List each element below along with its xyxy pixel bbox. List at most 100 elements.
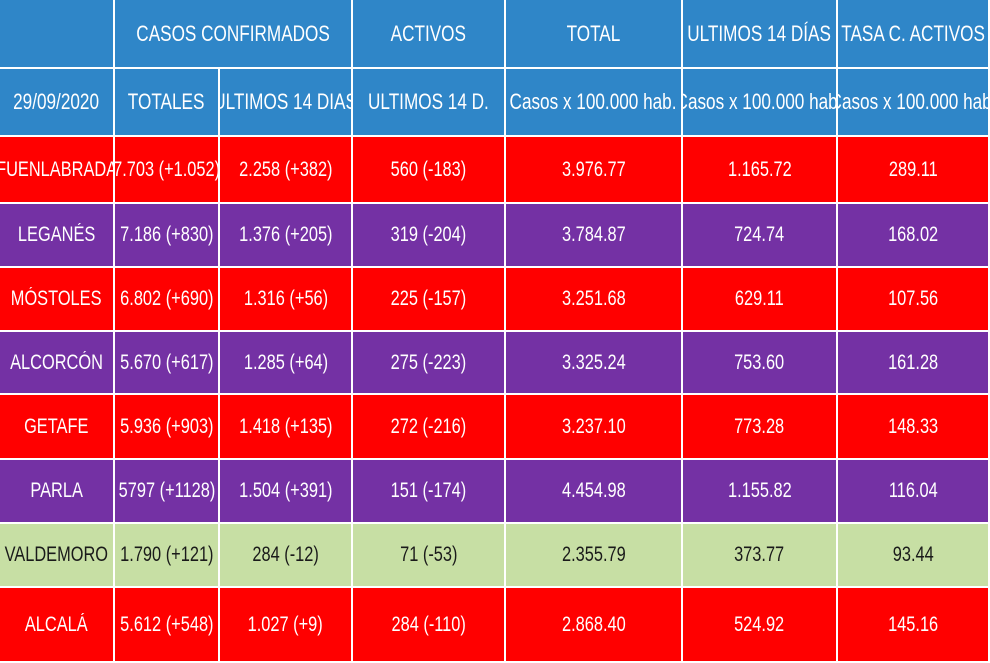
ult14hab-cell: 524.92 — [734, 612, 785, 636]
header-activos-label: ACTIVOS — [390, 20, 467, 46]
table-row-0-tasa: 289.11 — [838, 137, 990, 204]
activos-cell: 275 (-223) — [390, 350, 467, 374]
table-row-4-tasa: 148.33 — [838, 395, 990, 460]
table-row-7-ult14: 1.027 (+9) — [220, 588, 353, 663]
ult14hab-cell: 773.28 — [734, 414, 785, 438]
table-row-6-total: 2.355.79 — [506, 524, 683, 588]
activos-cell: 71 (-53) — [399, 543, 458, 566]
ult14hab-cell: 753.60 — [734, 350, 785, 374]
table-row-4-city: GETAFE — [0, 395, 115, 460]
ult14-cell: 1.504 (+391) — [238, 479, 333, 502]
header-casos-tasa-label: Casos x 100.000 hab. — [838, 89, 990, 114]
table-row-5-activos: 151 (-174) — [353, 460, 506, 524]
totales-cell: 5.670 (+617) — [119, 350, 214, 374]
header-ultimos-14-dias-sub: ULTIMOS 14 DIAS — [220, 69, 353, 137]
table-row-2-tasa: 107.56 — [838, 268, 990, 332]
table-row-4-total: 3.237.10 — [506, 395, 683, 460]
activos-cell: 560 (-183) — [390, 157, 467, 181]
table-row-2-city: MÓSTOLES — [0, 268, 115, 332]
table-row-1-activos: 319 (-204) — [353, 204, 506, 268]
header-casos-total: Casos x 100.000 hab. — [506, 69, 683, 137]
table-row-5-total: 4.454.98 — [506, 460, 683, 524]
total-cell: 3.325.24 — [561, 350, 626, 374]
table-row-6-ult14hab: 373.77 — [683, 524, 838, 588]
table-row-2-activos: 225 (-157) — [353, 268, 506, 332]
tasa-cell: 107.56 — [887, 287, 939, 310]
ult14hab-cell: 373.77 — [734, 543, 785, 566]
table-row-5-tasa: 116.04 — [838, 460, 990, 524]
city-cell: GETAFE — [24, 414, 89, 438]
totales-cell: 5.612 (+548) — [119, 612, 214, 636]
table-row-2-totales: 6.802 (+690) — [115, 268, 220, 332]
tasa-cell: 148.33 — [887, 414, 939, 438]
table-row-2-ult14: 1.316 (+56) — [220, 268, 353, 332]
header-ultimos-14-d-label: ULTIMOS 14 D. — [368, 89, 489, 114]
totales-cell: 5.936 (+903) — [119, 414, 214, 438]
tasa-cell: 145.16 — [887, 612, 939, 636]
city-cell: LEGANÉS — [17, 223, 96, 246]
total-cell: 3.251.68 — [561, 287, 626, 310]
table-row-3-city: ALCORCÓN — [0, 332, 115, 395]
table-row-1-tasa: 168.02 — [838, 204, 990, 268]
header-casos-tasa: Casos x 100.000 hab. — [838, 69, 990, 137]
tasa-cell: 168.02 — [887, 223, 939, 246]
city-cell: MÓSTOLES — [11, 287, 102, 310]
totales-cell: 7.703 (+1.052) — [115, 157, 220, 181]
table-row-3-totales: 5.670 (+617) — [115, 332, 220, 395]
tasa-cell: 116.04 — [888, 479, 938, 502]
table-row-7-totales: 5.612 (+548) — [115, 588, 220, 663]
table-row-3-ult14: 1.285 (+64) — [220, 332, 353, 395]
ult14hab-cell: 1.165.72 — [727, 157, 792, 181]
total-cell: 4.454.98 — [561, 479, 626, 502]
total-cell: 3.237.10 — [561, 414, 626, 438]
table-row-4-ult14: 1.418 (+135) — [220, 395, 353, 460]
table-row-3-total: 3.325.24 — [506, 332, 683, 395]
activos-cell: 272 (-216) — [390, 414, 467, 438]
table-row-0-ult14: 2.258 (+382) — [220, 137, 353, 204]
table-row-0-activos: 560 (-183) — [353, 137, 506, 204]
header-ultimos-14-dias-sub-label: ULTIMOS 14 DIAS — [220, 89, 353, 114]
table-row-7-total: 2.868.40 — [506, 588, 683, 663]
table-row-0-ult14hab: 1.165.72 — [683, 137, 838, 204]
header-activos: ACTIVOS — [353, 0, 506, 69]
ult14hab-cell: 724.74 — [734, 223, 785, 246]
city-cell: FUENLABRADA — [0, 157, 115, 181]
city-cell: ALCALÁ — [25, 612, 88, 636]
total-cell: 3.976.77 — [561, 157, 626, 181]
header-corner-cell — [0, 0, 115, 69]
table-row-2-total: 3.251.68 — [506, 268, 683, 332]
ult14-cell: 284 (-12) — [252, 543, 319, 566]
header-total-label: TOTAL — [566, 20, 621, 46]
table-row-4-totales: 5.936 (+903) — [115, 395, 220, 460]
ult14-cell: 2.258 (+382) — [238, 157, 333, 181]
table-row-5-ult14: 1.504 (+391) — [220, 460, 353, 524]
table-row-1-ult14hab: 724.74 — [683, 204, 838, 268]
table-row-1-total: 3.784.87 — [506, 204, 683, 268]
table-row-5-ult14hab: 1.155.82 — [683, 460, 838, 524]
header-casos-14-label: Casos x 100.000 hab. — [683, 89, 838, 114]
ult14-cell: 1.027 (+9) — [247, 612, 324, 636]
city-cell: ALCORCÓN — [10, 350, 103, 374]
header-total: TOTAL — [506, 0, 683, 69]
table-row-6-ult14: 284 (-12) — [220, 524, 353, 588]
header-tasa-c-activos: TASA C. ACTIVOS — [838, 0, 990, 69]
ult14-cell: 1.418 (+135) — [238, 414, 333, 438]
table-row-6-totales: 1.790 (+121) — [115, 524, 220, 588]
table-row-5-totales: 5797 (+1128) — [115, 460, 220, 524]
table-row-7-activos: 284 (-110) — [353, 588, 506, 663]
activos-cell: 151 (-174) — [390, 479, 467, 502]
table-row-1-city: LEGANÉS — [0, 204, 115, 268]
header-casos-14: Casos x 100.000 hab. — [683, 69, 838, 137]
activos-cell: 319 (-204) — [390, 223, 467, 246]
tasa-cell: 93.44 — [892, 543, 934, 566]
total-cell: 2.355.79 — [561, 543, 626, 566]
table-row-7-city: ALCALÁ — [0, 588, 115, 663]
table-row-1-totales: 7.186 (+830) — [115, 204, 220, 268]
totales-cell: 5797 (+1128) — [118, 479, 215, 502]
table-row-6-city: VALDEMORO — [0, 524, 115, 588]
city-cell: PARLA — [30, 479, 83, 502]
table-row-2-ult14hab: 629.11 — [683, 268, 838, 332]
tasa-cell: 289.11 — [888, 157, 938, 181]
header-casos-confirmados-label: CASOS CONFIRMADOS — [136, 20, 330, 46]
table-row-1-ult14: 1.376 (+205) — [220, 204, 353, 268]
